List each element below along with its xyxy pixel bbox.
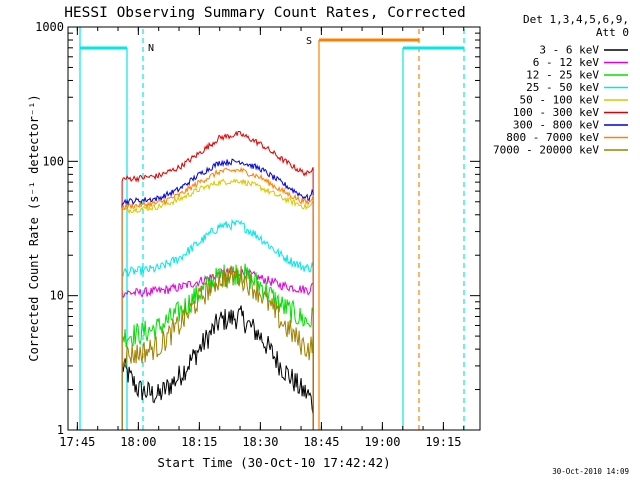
x-tick-label-2: 18:15 [181,435,217,449]
legend-label-7: 800 - 7000 keV [506,131,599,144]
x-axis-ticks: 17:45 18:00 18:15 18:30 18:45 19:00 19:15 [59,27,465,449]
series-line-2 [121,263,314,431]
legend-label-0: 3 - 6 keV [539,44,599,57]
y-tick-label-0: 1 [57,423,64,437]
saa-annotation: S [306,36,312,47]
y-tick-label-1: 10 [50,289,64,303]
series-line-7 [121,166,314,431]
series-line-5 [121,130,314,431]
legend-label-1: 6 - 12 keV [533,56,600,69]
legend-label-3: 25 - 50 keV [526,81,599,94]
x-tick-label-1: 18:00 [120,435,156,449]
x-tick-label-4: 18:45 [303,435,339,449]
legend-label-2: 12 - 25 keV [526,69,599,82]
x-tick-label-3: 18:30 [242,435,278,449]
series-line-8 [121,265,314,431]
observing-intervals: NS [79,27,465,430]
y-axis-label: Corrected Count Rate (s⁻¹ detector⁻¹) [27,94,41,361]
legend-label-8: 7000 - 20000 keV [493,144,599,157]
legend-label-5: 100 - 300 keV [513,106,599,119]
legend-header-line-1: Det 1,3,4,5,6,9, [523,13,629,26]
y-tick-label-3: 1000 [35,20,64,34]
series-line-3 [121,218,314,431]
x-tick-label-0: 17:45 [59,435,95,449]
plot-frame [67,26,481,431]
x-tick-label-6: 19:15 [425,435,461,449]
series-line-0 [121,305,314,431]
series-line-4 [121,178,314,431]
night-annotation: N [148,43,154,54]
x-axis-label: Start Time (30-Oct-10 17:42:42) [157,455,390,470]
x-tick-label-5: 19:00 [364,435,400,449]
series-lines [121,130,314,431]
y-tick-label-2: 100 [42,154,64,168]
series-line-6 [121,158,314,431]
y-axis-ticks: 1 10 100 1000 [35,20,480,437]
legend-header-line-2: Att 0 [596,26,629,39]
legend-label-4: 50 - 100 keV [520,94,600,107]
legend-label-6: 300 - 800 keV [513,119,599,132]
footer-timestamp: 30-Oct-2010 14:09 [552,467,629,476]
chart-title: HESSI Observing Summary Count Rates, Cor… [64,5,466,21]
